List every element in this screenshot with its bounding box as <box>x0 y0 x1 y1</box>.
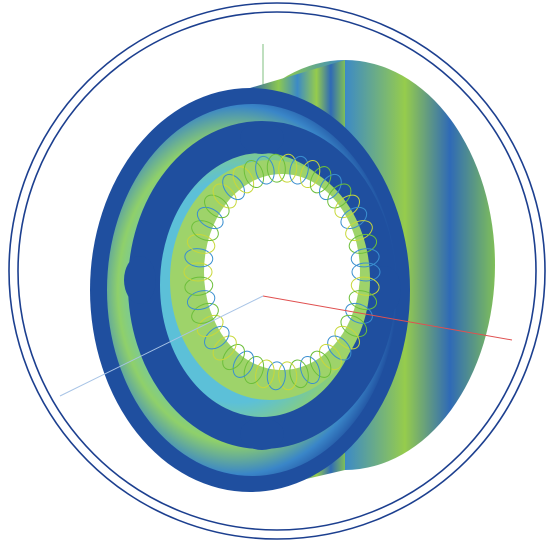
coil-loop <box>278 361 298 391</box>
coil-loop <box>186 290 216 311</box>
coil-loop <box>255 155 275 185</box>
coil-loop <box>266 153 286 183</box>
coil-loop <box>318 173 342 201</box>
coil-loop <box>278 153 298 183</box>
coil-loop <box>212 183 237 209</box>
coil-loop <box>289 359 309 389</box>
coil-loop <box>334 194 360 219</box>
coil-loop <box>345 220 373 242</box>
coil-loop <box>327 335 352 361</box>
coil-loop <box>299 159 321 189</box>
coil-loop <box>204 325 230 350</box>
coil-loop <box>340 314 368 338</box>
coil-loop <box>243 355 265 385</box>
coil-loop <box>309 350 332 378</box>
bore <box>204 174 360 370</box>
coil-loop <box>340 206 368 230</box>
stator-bump <box>240 122 284 154</box>
inner-frame-circle <box>17 11 537 531</box>
stator-bump <box>240 418 284 450</box>
coil-loop <box>299 355 321 385</box>
coil-loop <box>212 335 237 361</box>
coil-loop <box>327 183 352 209</box>
coil-loop <box>184 248 214 268</box>
coil-loop <box>255 359 275 389</box>
coil-loop <box>184 276 214 296</box>
coil-loop <box>266 361 286 391</box>
outer-frame-circle <box>8 2 546 540</box>
coil-loop <box>196 206 224 230</box>
coil-loop <box>191 302 219 324</box>
coil-loop <box>289 155 309 185</box>
axis-x <box>262 295 513 341</box>
coil-loop <box>345 302 373 324</box>
coil-loop <box>309 166 332 194</box>
coil-loop <box>334 325 360 350</box>
coil-loop <box>191 220 219 242</box>
coil-group <box>183 153 381 391</box>
axis-y <box>59 295 264 397</box>
stator-bump <box>124 256 156 304</box>
stator-bump <box>369 266 401 314</box>
coil-loop <box>348 290 378 311</box>
coil-loop <box>232 166 255 194</box>
coil-loop <box>196 314 224 338</box>
coil-loop <box>232 350 255 378</box>
coil-loop <box>183 262 213 282</box>
coil-loop <box>318 343 342 371</box>
coil-loop <box>348 233 378 254</box>
coil-loop <box>243 159 265 189</box>
coil-loop <box>351 262 381 282</box>
coil-loop <box>222 343 246 371</box>
coil-loop <box>186 233 216 254</box>
coil-loop <box>350 276 380 296</box>
coil-loop <box>350 248 380 268</box>
coil-loop <box>204 194 230 219</box>
coil-loop <box>222 173 246 201</box>
